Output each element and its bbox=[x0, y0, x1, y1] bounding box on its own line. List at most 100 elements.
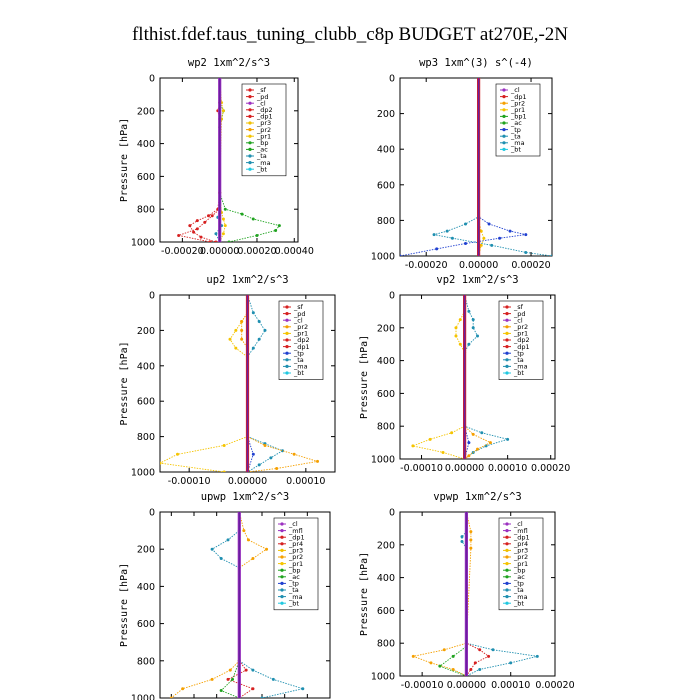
x-tick-label: -0.00020 bbox=[161, 246, 204, 257]
data-point bbox=[550, 254, 552, 256]
legend: _sf_pd_cl_dp2_dp1_pr3_pr2_pr1_bp_ac_ta_m… bbox=[241, 83, 287, 177]
series-line-dp1 bbox=[226, 512, 254, 698]
y-tick-label: 400 bbox=[137, 582, 155, 593]
legend-marker bbox=[505, 548, 509, 553]
legend-label: _ma bbox=[513, 363, 528, 371]
y-tick-label: 0 bbox=[389, 291, 395, 302]
data-point bbox=[234, 346, 238, 350]
panel-6: vpwp 1xm^2/s^3 Pressure [hPa] 0 200 400 600 80… bbox=[359, 491, 575, 691]
series-group bbox=[400, 78, 552, 256]
legend-marker bbox=[505, 305, 509, 309]
x-tick-label: 0.00020 bbox=[535, 680, 574, 691]
data-point bbox=[460, 540, 464, 544]
y-tick-label: 600 bbox=[377, 180, 395, 191]
y-tick-label: 800 bbox=[377, 422, 395, 433]
legend: _cl_mfl_dp1_pr4_pr3_pr2_pr1_bp_ac_tp_ta_… bbox=[498, 517, 544, 611]
legend-label: _ma bbox=[288, 593, 303, 601]
legend: _cl_mfl_dp1_pr4_pr3_pr2_pr1_bp_ac_tp_ta_… bbox=[273, 517, 319, 611]
data-point bbox=[223, 224, 227, 228]
legend-label: _pd bbox=[256, 93, 269, 101]
legend-label: _cl bbox=[510, 86, 520, 94]
plot-frame bbox=[159, 511, 331, 699]
legend-marker bbox=[505, 542, 509, 546]
data-point bbox=[263, 443, 267, 447]
legend-marker bbox=[285, 318, 289, 322]
data-point bbox=[274, 229, 278, 233]
y-tick-label: 200 bbox=[137, 106, 155, 117]
data-point bbox=[251, 452, 255, 456]
data-point bbox=[498, 236, 502, 240]
legend-marker bbox=[248, 121, 252, 125]
y-axis-label: Pressure [hPa] bbox=[119, 118, 130, 202]
legend-label: _pr2 bbox=[510, 99, 525, 107]
legend-label: _bt bbox=[256, 165, 267, 173]
legend-label: _dp1 bbox=[513, 533, 530, 541]
legend-marker bbox=[280, 548, 284, 553]
legend-marker bbox=[502, 88, 506, 92]
legend-marker bbox=[505, 522, 509, 526]
data-point bbox=[244, 668, 248, 672]
legend-marker bbox=[285, 305, 289, 309]
x-tick-label: 0.00020 bbox=[237, 246, 276, 257]
y-tick-label: 400 bbox=[377, 145, 395, 156]
y-tick-label: 0 bbox=[149, 74, 155, 85]
data-point bbox=[192, 230, 196, 234]
legend-marker bbox=[505, 581, 509, 586]
data-point bbox=[260, 696, 264, 698]
y-tick-label: 1000 bbox=[371, 455, 395, 466]
y-tick-label: 1000 bbox=[131, 694, 155, 700]
y-tick-label: 1000 bbox=[371, 252, 395, 263]
legend-label: _ta bbox=[256, 152, 267, 160]
series-line-pr1 bbox=[160, 295, 248, 472]
legend-marker bbox=[248, 101, 252, 105]
legend-marker bbox=[280, 522, 284, 526]
data-point bbox=[464, 242, 468, 246]
y-tick-label: 600 bbox=[137, 397, 155, 408]
panel-4: vp2 1xm^2/s^3 Pressure [hPa] 0 200 400 600 800… bbox=[359, 274, 570, 474]
legend-marker bbox=[505, 575, 509, 579]
legend-label: _tp bbox=[293, 349, 304, 357]
data-point bbox=[240, 337, 244, 341]
legend-label: _ta bbox=[510, 132, 521, 140]
data-point bbox=[469, 538, 473, 542]
data-point bbox=[221, 232, 225, 236]
legend-marker bbox=[280, 542, 284, 546]
legend-label: _dp2 bbox=[256, 106, 273, 114]
data-point bbox=[471, 432, 475, 436]
legend-marker bbox=[285, 364, 289, 368]
x-tick-label: -0.00020 bbox=[405, 260, 448, 271]
legend-label: _bt bbox=[513, 369, 524, 377]
legend-marker bbox=[505, 331, 509, 335]
legend-label: _pr1 bbox=[510, 106, 525, 114]
y-tick-label: 400 bbox=[377, 356, 395, 367]
legend-label: _ma bbox=[510, 139, 525, 147]
data-point bbox=[169, 696, 173, 698]
legend-marker bbox=[505, 535, 509, 539]
panel-3: up2 1xm^2/s^3 Pressure [hPa] 0 200 400 600 800… bbox=[119, 274, 336, 487]
y-tick-label: 200 bbox=[377, 540, 395, 551]
data-point bbox=[206, 214, 210, 218]
data-point bbox=[251, 668, 255, 672]
data-point bbox=[451, 667, 455, 671]
legend-marker bbox=[248, 154, 252, 158]
legend-marker bbox=[248, 141, 252, 145]
data-point bbox=[251, 557, 255, 560]
data-point bbox=[257, 337, 261, 341]
x-tick-label: 0.00020 bbox=[531, 463, 570, 474]
y-tick-label: 600 bbox=[377, 389, 395, 400]
y-tick-label: 800 bbox=[137, 432, 155, 443]
legend-marker bbox=[505, 601, 509, 605]
x-tick-label: 0.00020 bbox=[511, 260, 550, 271]
legend: _sf_pd_cl_pr2_pr1_dp2_dp1_tp_ta_ma_bt bbox=[278, 300, 324, 380]
data-point bbox=[450, 236, 454, 240]
legend-marker bbox=[248, 95, 252, 99]
y-tick-label: 0 bbox=[149, 291, 155, 302]
series-group bbox=[411, 295, 510, 459]
data-point bbox=[460, 535, 464, 539]
y-axis-label: Pressure [hPa] bbox=[359, 335, 370, 419]
data-point bbox=[473, 661, 477, 665]
legend-label: _ma bbox=[513, 593, 528, 601]
legend-marker bbox=[505, 318, 509, 322]
data-point bbox=[480, 431, 484, 435]
data-point bbox=[428, 437, 432, 441]
